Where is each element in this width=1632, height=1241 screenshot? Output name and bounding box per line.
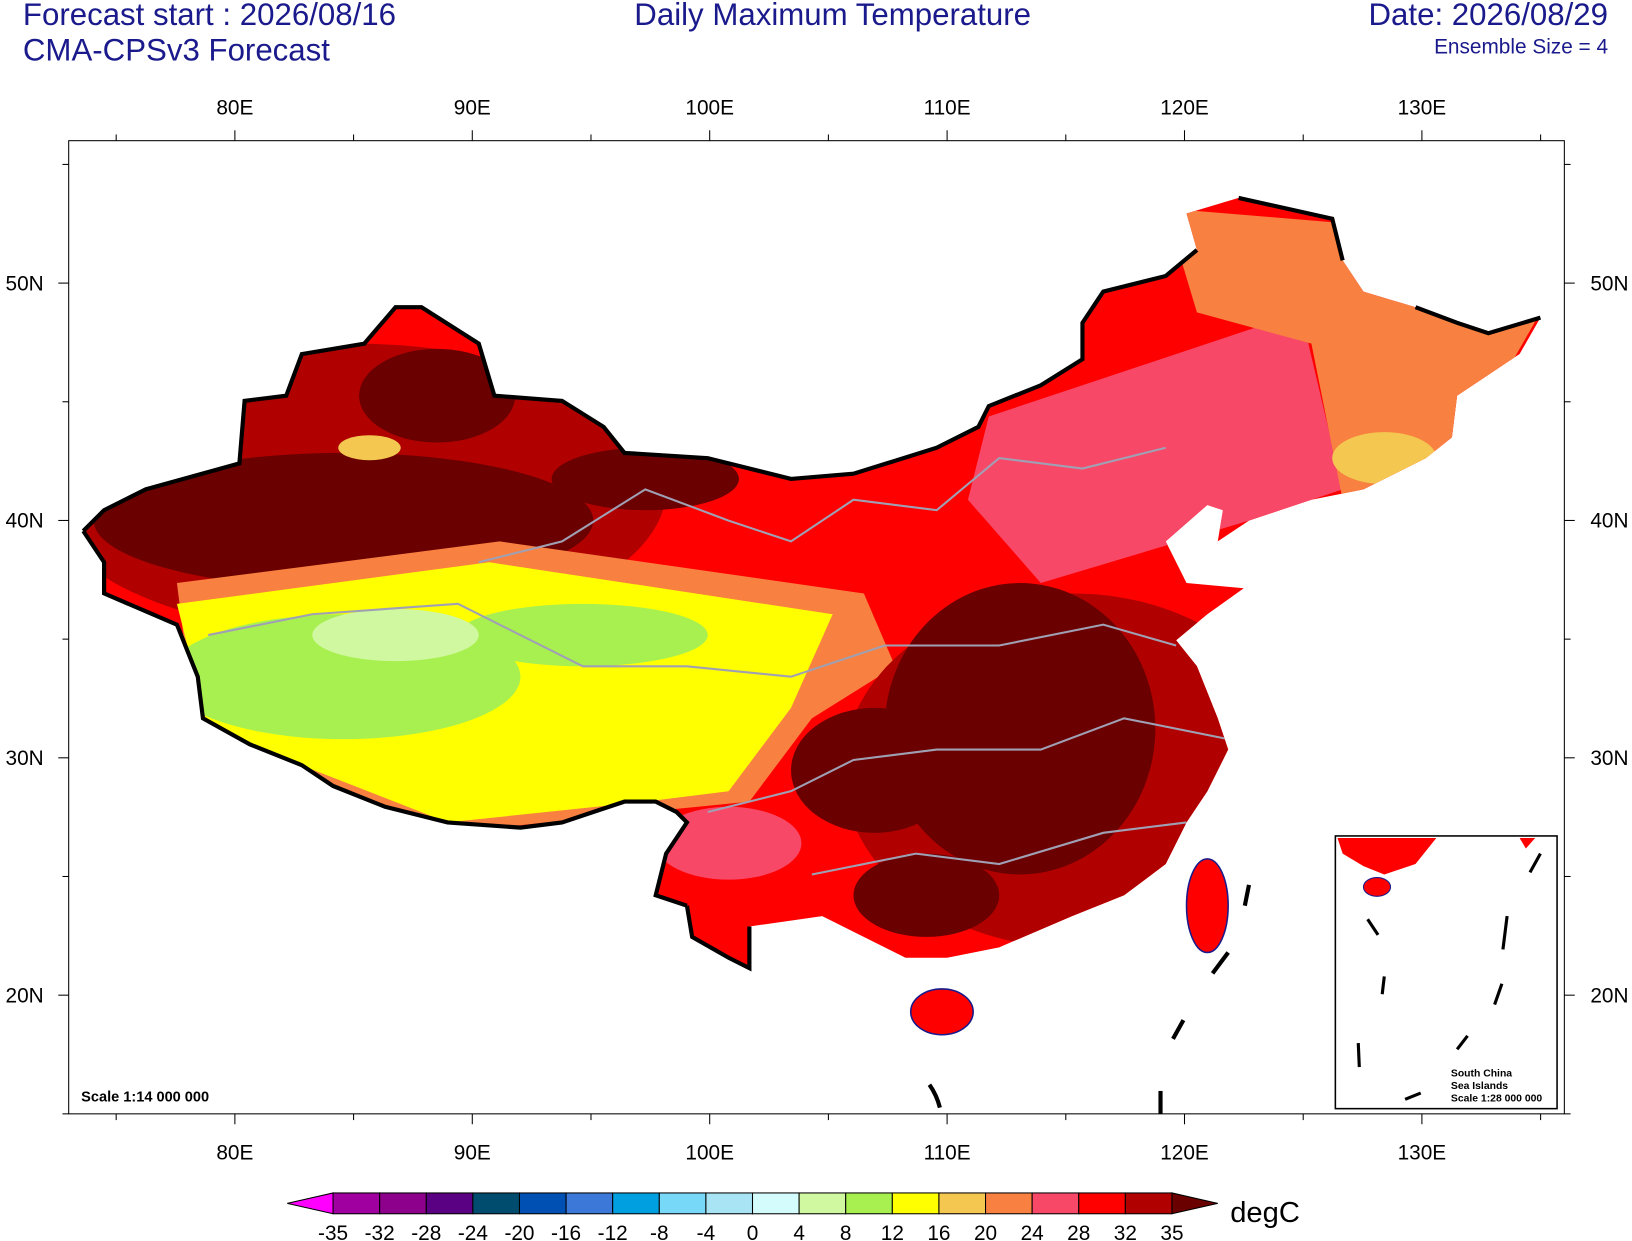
x-tick-label: 80E bbox=[216, 1142, 253, 1165]
forecast-start: Forecast start : 2026/08/16 bbox=[23, 0, 396, 32]
colorbar-label: 0 bbox=[747, 1222, 759, 1241]
x-tick-label: 110E bbox=[924, 97, 971, 120]
colorbar-label: -4 bbox=[697, 1222, 716, 1241]
x-tick-label: 130E bbox=[1398, 97, 1447, 120]
x-tick-label: 100E bbox=[685, 1142, 734, 1165]
colorbar-box bbox=[705, 1192, 754, 1215]
colorbar-box bbox=[379, 1192, 427, 1215]
field-lightgreen bbox=[312, 609, 479, 662]
inset-land bbox=[1337, 838, 1437, 875]
scale-label: Scale 1:14 000 000 bbox=[81, 1089, 209, 1105]
field-warm bbox=[338, 435, 401, 461]
colorbar-label: -8 bbox=[650, 1222, 669, 1241]
colorbar-box bbox=[425, 1192, 474, 1215]
valid-date: Date: 2026/08/29 bbox=[1369, 0, 1609, 32]
colorbar-box bbox=[751, 1192, 800, 1215]
colorbar-box bbox=[985, 1192, 1033, 1215]
colorbar-box bbox=[565, 1192, 614, 1215]
x-tick-label: 130E bbox=[1398, 1142, 1447, 1165]
maritime-boundary bbox=[927, 884, 1252, 1114]
colorbar-label: 4 bbox=[793, 1222, 805, 1241]
colorbar-box bbox=[332, 1192, 381, 1215]
field-hot bbox=[791, 707, 958, 833]
colorbar-box bbox=[472, 1192, 521, 1215]
inset: South China Sea Islands Scale 1:28 000 0… bbox=[1334, 835, 1558, 1110]
colorbar-box bbox=[845, 1192, 893, 1215]
colorbar-label: -35 bbox=[318, 1222, 348, 1241]
colorbar-label: 12 bbox=[881, 1222, 904, 1241]
inset-label: Scale 1:28 000 000 bbox=[1451, 1093, 1543, 1104]
colorbar-label: -16 bbox=[551, 1222, 581, 1241]
inset-frame bbox=[1334, 835, 1558, 1110]
ensemble-size: Ensemble Size = 4 bbox=[1434, 35, 1608, 58]
field-hot bbox=[359, 348, 516, 443]
colorbar-extend-high bbox=[1171, 1192, 1218, 1215]
colorbar-label: 16 bbox=[927, 1222, 950, 1241]
province-border bbox=[207, 602, 1177, 678]
national-border bbox=[81, 195, 1542, 972]
x-tick-label: 120E bbox=[1160, 97, 1209, 120]
inset-label: Sea Islands bbox=[1451, 1081, 1508, 1092]
colorbar-label: -32 bbox=[365, 1222, 395, 1241]
y-tick-label: 50N bbox=[6, 272, 44, 295]
colorbar-label: 35 bbox=[1160, 1222, 1183, 1241]
x-tick-label: 90E bbox=[454, 97, 491, 120]
x-tick-label: 110E bbox=[924, 1142, 971, 1165]
colorbar-box bbox=[658, 1192, 707, 1215]
chart-title: Daily Maximum Temperature bbox=[634, 0, 1031, 32]
x-tick-label: 100E bbox=[685, 97, 734, 120]
x-tick-label: 120E bbox=[1160, 1142, 1209, 1165]
axes: 80E 80E 90E 90E 100E 100E 110E 110E 120E 120E 130E… bbox=[6, 97, 1629, 1165]
colorbar-label: 20 bbox=[974, 1222, 997, 1241]
colorbar-units: degC bbox=[1230, 1197, 1300, 1229]
y-tick-label: 30N bbox=[1590, 747, 1628, 770]
inset-label: South China bbox=[1451, 1068, 1512, 1079]
colorbar-box bbox=[1124, 1192, 1173, 1215]
colorbar-box bbox=[518, 1192, 567, 1215]
colorbar-label: -20 bbox=[504, 1222, 534, 1241]
colorbar-box bbox=[891, 1192, 940, 1215]
colorbar-box bbox=[1031, 1192, 1080, 1215]
x-tick-label: 90E bbox=[454, 1142, 491, 1165]
field-hot bbox=[551, 447, 739, 511]
colorbar-label: 24 bbox=[1021, 1222, 1044, 1241]
field-pink bbox=[967, 312, 1343, 584]
x-tick-label: 80E bbox=[216, 97, 253, 120]
hainan bbox=[909, 988, 974, 1036]
colorbar-box bbox=[1078, 1192, 1126, 1215]
colorbar: -35 -32 -28 -24 -20 -16 -12 -8 -4 0 4 8 12 16 20 24 28 32… bbox=[287, 1192, 1218, 1241]
field-hot bbox=[884, 583, 1156, 875]
y-tick-label: 20N bbox=[6, 984, 44, 1007]
y-tick-label: 20N bbox=[1590, 984, 1628, 1007]
province-border bbox=[707, 717, 1229, 814]
y-tick-label: 40N bbox=[6, 510, 44, 533]
y-tick-label: 40N bbox=[1590, 510, 1628, 533]
field-hot bbox=[853, 853, 1000, 937]
province-border bbox=[811, 821, 1187, 876]
y-tick-label: 50N bbox=[1590, 272, 1628, 295]
province-border bbox=[478, 446, 1166, 564]
taiwan bbox=[1185, 858, 1229, 954]
inset-island bbox=[1362, 877, 1392, 897]
colorbar-label: -12 bbox=[598, 1222, 628, 1241]
colorbar-label: 32 bbox=[1114, 1222, 1137, 1241]
colorbar-box bbox=[938, 1192, 987, 1215]
field-green bbox=[457, 603, 708, 667]
field-pink bbox=[655, 806, 802, 880]
colorbar-label: -28 bbox=[411, 1222, 441, 1241]
colorbar-box bbox=[798, 1192, 847, 1215]
model-name: CMA-CPSv3 Forecast bbox=[23, 33, 330, 68]
colorbar-label: 8 bbox=[840, 1222, 852, 1241]
colorbar-label: -24 bbox=[458, 1222, 488, 1241]
inset-land bbox=[1519, 838, 1536, 849]
colorbar-extend-low bbox=[287, 1192, 334, 1215]
colorbar-label: 28 bbox=[1067, 1222, 1090, 1241]
y-tick-label: 30N bbox=[6, 747, 44, 770]
colorbar-box bbox=[612, 1192, 660, 1215]
